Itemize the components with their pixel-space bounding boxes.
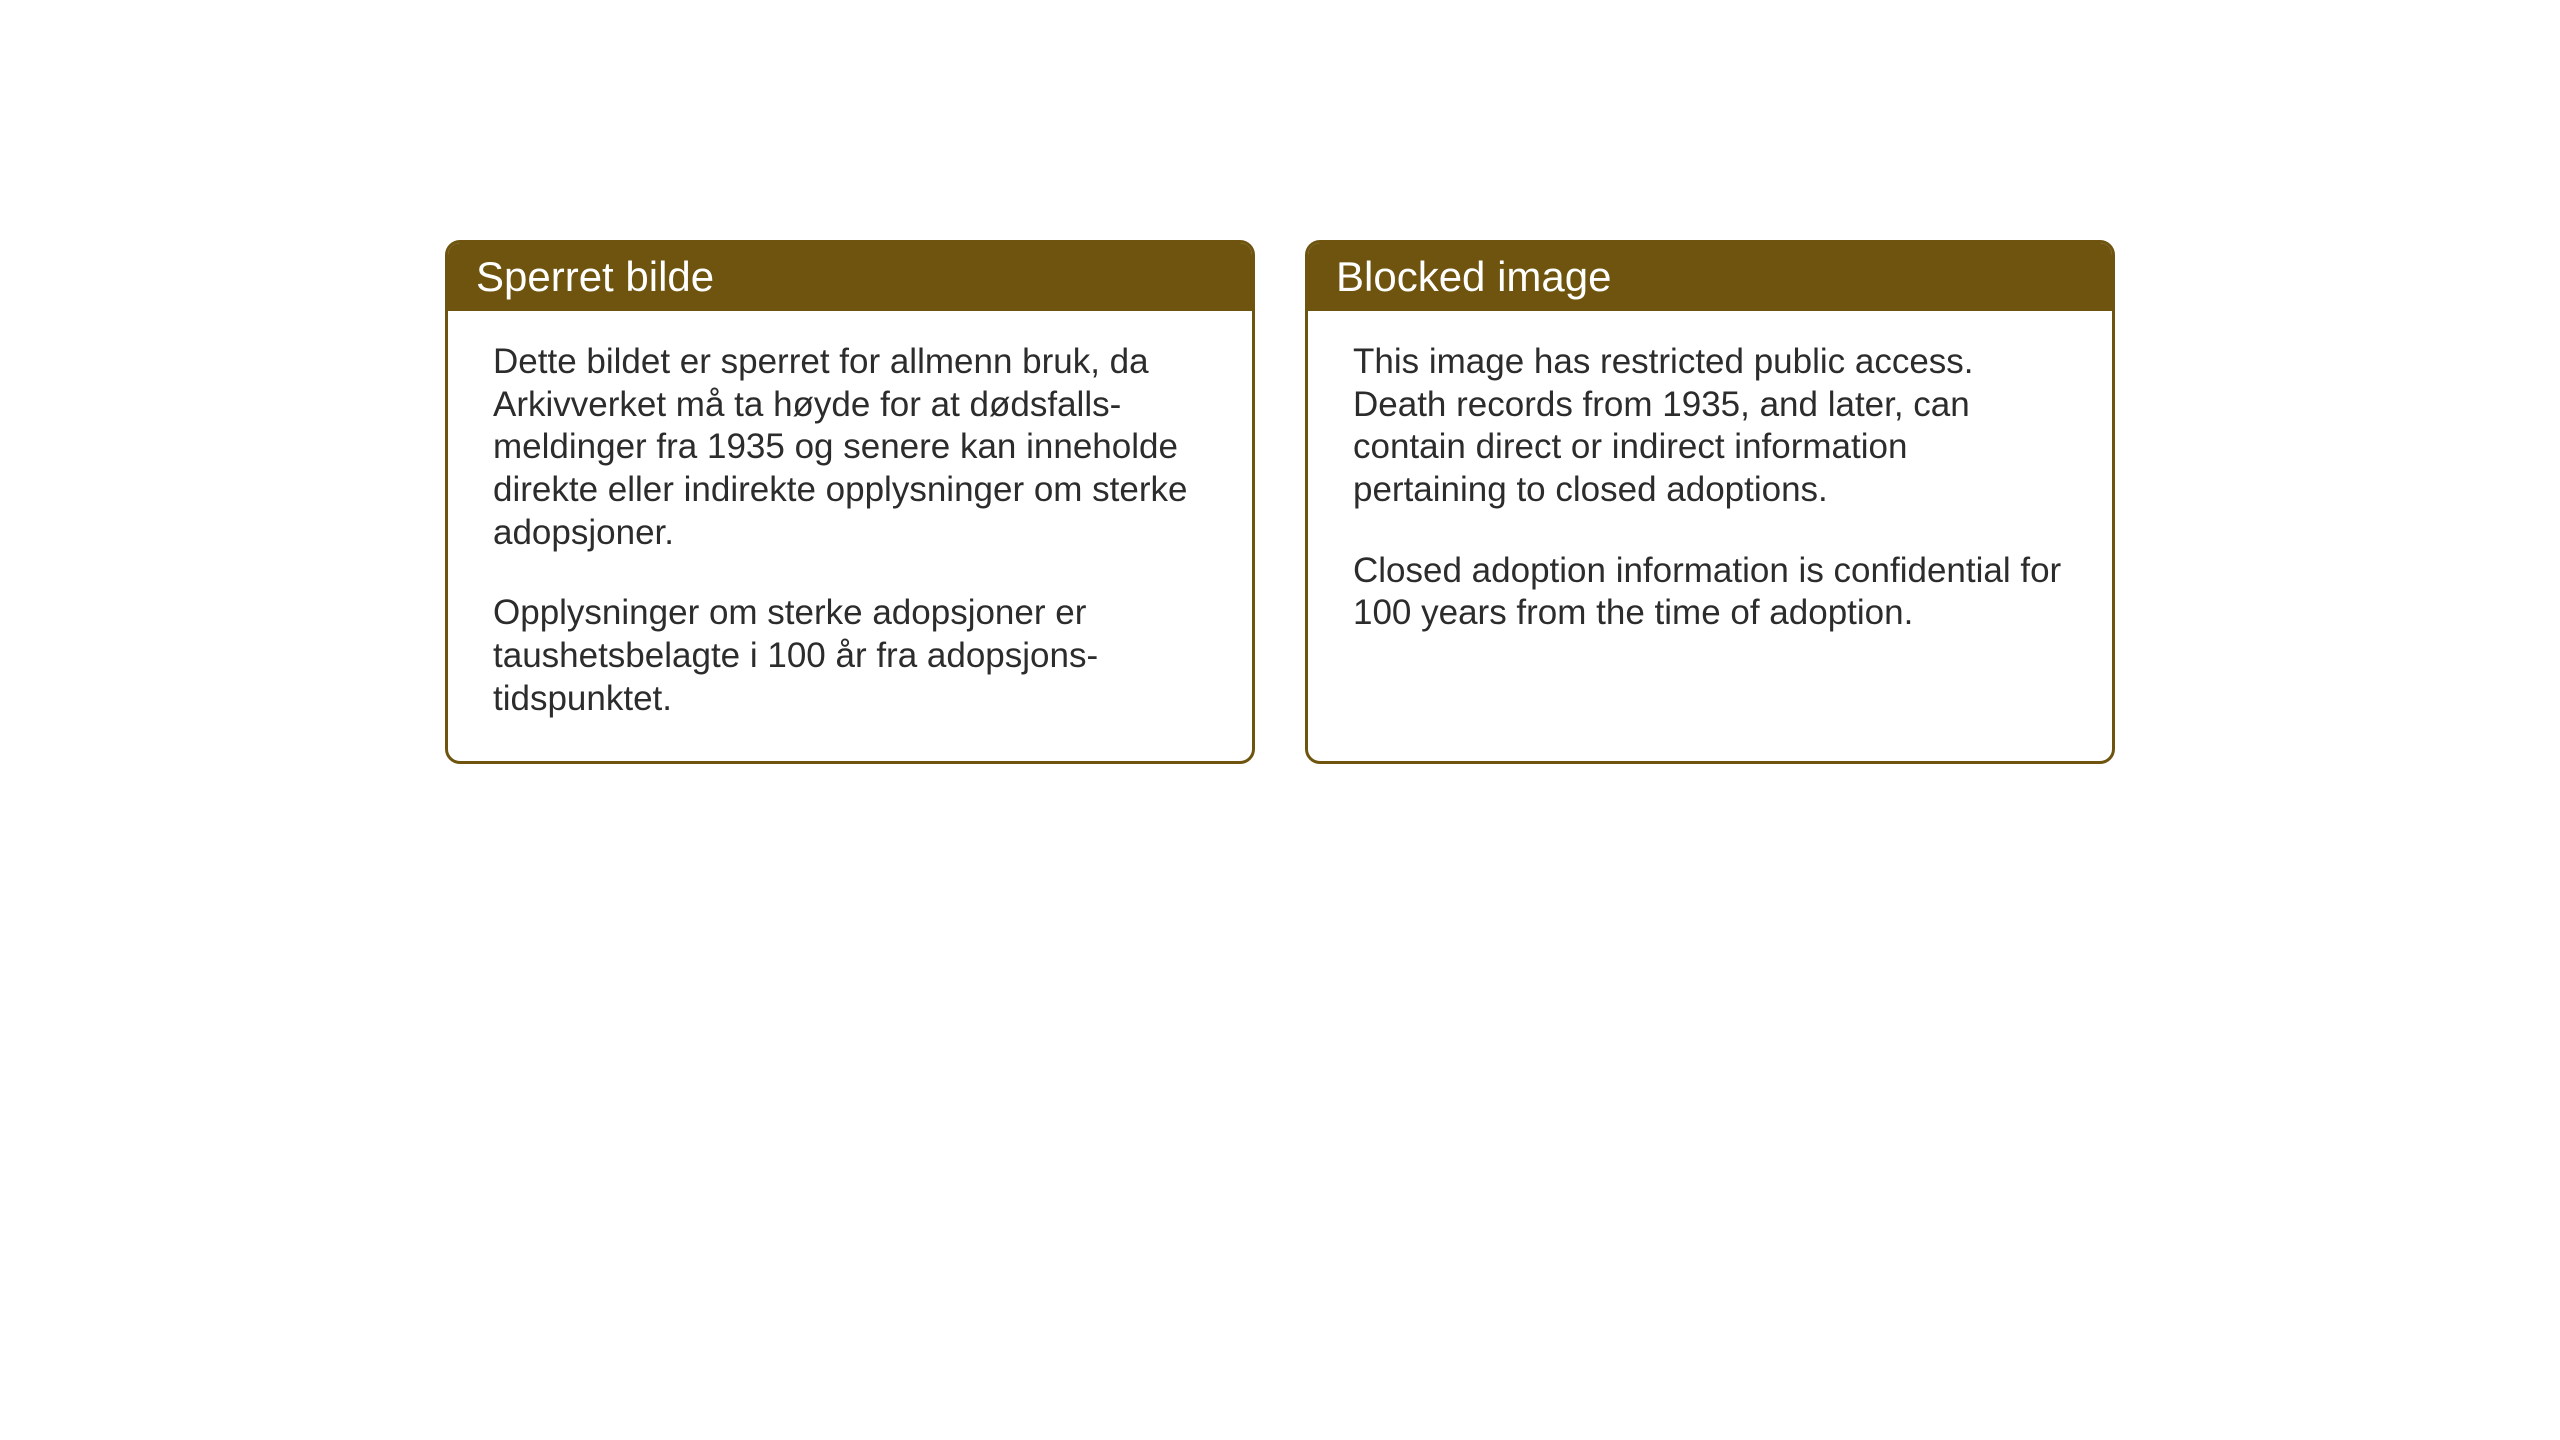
card-english: Blocked image This image has restricted … (1305, 240, 2115, 764)
card-body-norwegian: Dette bildet er sperret for allmenn bruk… (448, 311, 1252, 761)
card-header-norwegian: Sperret bilde (448, 243, 1252, 311)
card-header-english: Blocked image (1308, 243, 2112, 311)
paragraph-english-1: This image has restricted public access.… (1353, 341, 2067, 512)
paragraph-norwegian-2: Opplysninger om sterke adopsjoner er tau… (493, 592, 1207, 720)
card-body-english: This image has restricted public access.… (1308, 311, 2112, 675)
notice-container: Sperret bilde Dette bildet er sperret fo… (445, 240, 2115, 764)
card-title-norwegian: Sperret bilde (476, 253, 714, 300)
paragraph-norwegian-1: Dette bildet er sperret for allmenn bruk… (493, 341, 1207, 554)
paragraph-english-2: Closed adoption information is confident… (1353, 550, 2067, 635)
card-norwegian: Sperret bilde Dette bildet er sperret fo… (445, 240, 1255, 764)
card-title-english: Blocked image (1336, 253, 1611, 300)
